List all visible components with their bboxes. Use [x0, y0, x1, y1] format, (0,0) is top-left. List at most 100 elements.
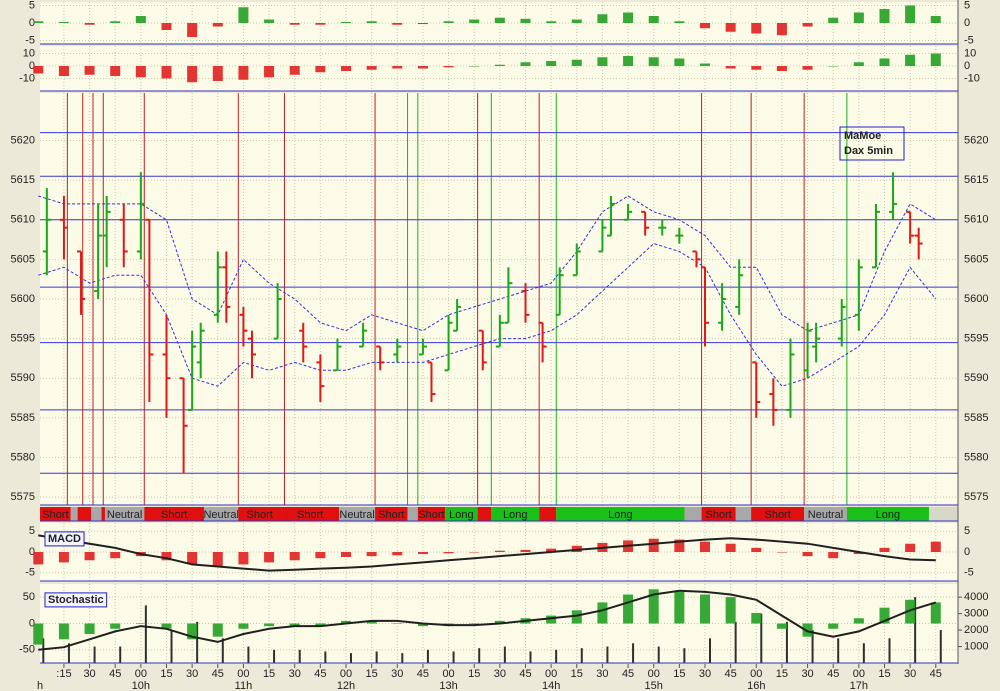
histogram-bar	[905, 543, 916, 552]
histogram-bar	[187, 623, 198, 640]
histogram-bar	[725, 66, 736, 69]
x-tick-label: 30	[83, 668, 95, 680]
histogram-bar	[187, 552, 198, 565]
histogram-bar	[443, 552, 454, 554]
y-tick-label-right: 5620	[964, 134, 988, 146]
histogram-bar	[699, 594, 710, 624]
histogram-bar	[84, 623, 95, 635]
histogram-bar	[571, 19, 582, 23]
histogram-bar	[520, 62, 531, 66]
histogram-bar	[417, 66, 428, 69]
histogram-bar	[366, 21, 377, 23]
signal-segment	[144, 507, 205, 521]
histogram-bar	[571, 610, 582, 624]
y-tick-label: 10	[23, 47, 35, 59]
y-tick-label: 5610	[11, 214, 35, 226]
y-tick-label: 5	[29, 0, 35, 11]
x-tick-label: 15	[878, 668, 890, 680]
hour-label: 12h	[337, 680, 355, 691]
signal-segment	[751, 507, 805, 521]
y-tick-label: 0	[29, 546, 35, 558]
signal-segment	[375, 507, 408, 521]
signal-segment	[491, 507, 540, 521]
signal-segment	[417, 507, 446, 521]
segment-label: Neutral	[107, 509, 142, 521]
x-tick-label: 15	[776, 668, 788, 680]
x-tick-label: 30	[186, 668, 198, 680]
histogram-bar	[212, 623, 223, 637]
histogram-bar	[546, 61, 557, 66]
histogram-bar	[135, 623, 146, 624]
y-tick-label: 5605	[11, 253, 35, 265]
hour-label: 13h	[439, 680, 457, 691]
x-tick-label: 00	[340, 668, 352, 680]
x-tick-label: 30	[699, 668, 711, 680]
histogram-bar	[33, 21, 44, 23]
y-tick-label-right: 5575	[964, 491, 988, 503]
histogram-bar	[315, 623, 326, 627]
y-tick-label: 0	[29, 617, 35, 629]
annotation: Dax 5min	[844, 145, 893, 157]
y-tick-label: 5590	[11, 372, 35, 384]
segment-label: Short	[42, 509, 68, 521]
segment-label: Short	[161, 509, 187, 521]
histogram-bar	[443, 66, 454, 68]
x-tick-label: 45	[930, 668, 942, 680]
x-tick-label: 00	[648, 668, 660, 680]
histogram-bar	[58, 552, 69, 563]
hour-label: 15h	[645, 680, 663, 691]
signal-segment	[556, 507, 685, 521]
x-tick-label: 15	[366, 668, 378, 680]
segment-label: Long	[876, 509, 900, 521]
y-tick-label: 50	[23, 591, 35, 603]
histogram-bar	[289, 23, 300, 25]
histogram-bar	[212, 66, 223, 81]
y2-tick-label: 1000	[964, 640, 988, 652]
histogram-bar	[392, 66, 403, 69]
hour-label: h	[37, 680, 43, 691]
x-tick-label: 30	[494, 668, 506, 680]
histogram-bar	[879, 547, 890, 552]
y-tick-label: -50	[19, 644, 35, 656]
x-tick-label: 45	[519, 668, 531, 680]
histogram-bar	[623, 56, 634, 66]
hour-label: 17h	[850, 680, 868, 691]
x-tick-label: 45	[622, 668, 634, 680]
x-tick-label: 45	[725, 668, 737, 680]
histogram-bar	[597, 57, 608, 66]
y-tick-label-right: 5580	[964, 451, 988, 463]
histogram-bar	[58, 21, 69, 23]
y-tick-label-right: 5	[964, 525, 970, 537]
histogram-bar	[469, 623, 480, 624]
histogram-bar	[366, 66, 377, 70]
hour-label: 10h	[132, 680, 150, 691]
histogram-bar	[828, 552, 839, 559]
histogram-bar	[135, 16, 146, 23]
signal-segment	[477, 507, 492, 521]
signal-segment	[238, 507, 282, 521]
histogram-bar	[341, 552, 351, 557]
segment-label: Neutral	[203, 509, 238, 521]
x-tick-label: 00	[750, 668, 762, 680]
signal-segment	[104, 507, 145, 521]
x-tick-label: 00	[853, 668, 865, 680]
histogram-bar	[571, 545, 582, 552]
histogram-bar	[546, 548, 557, 552]
histogram-bar	[853, 62, 864, 66]
histogram-bar	[289, 623, 300, 627]
histogram-bar	[84, 552, 95, 561]
indicator-line	[38, 589, 937, 651]
x-tick-label: 15	[263, 668, 275, 680]
histogram-bar	[905, 5, 916, 23]
histogram-bar	[110, 623, 121, 629]
histogram-bar	[597, 14, 608, 23]
histogram-bar	[238, 623, 249, 629]
histogram-bar	[905, 599, 916, 624]
histogram-bar	[776, 552, 787, 553]
histogram-bar	[520, 18, 531, 23]
band-line	[38, 242, 937, 387]
histogram-bar	[84, 23, 95, 25]
histogram-bar	[264, 623, 275, 627]
histogram-bar	[776, 23, 787, 36]
